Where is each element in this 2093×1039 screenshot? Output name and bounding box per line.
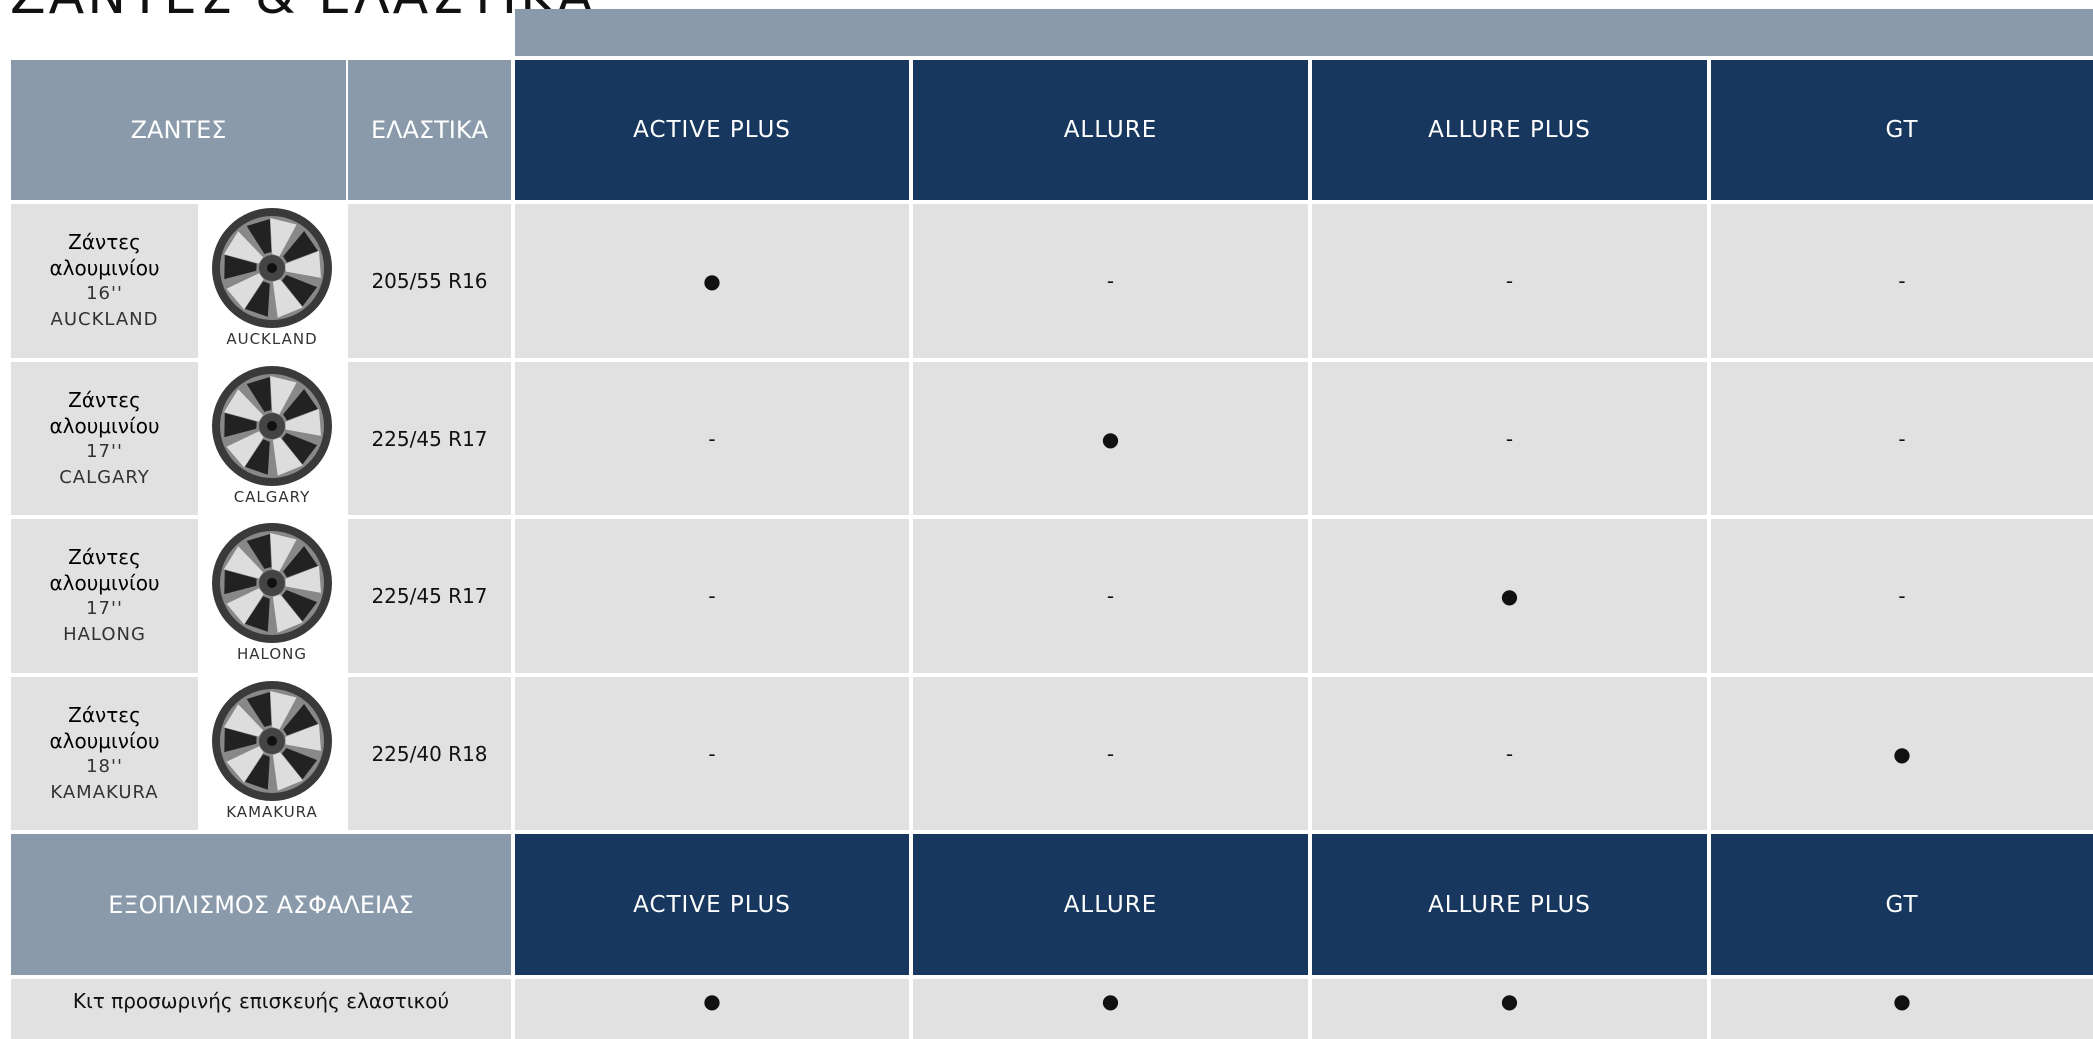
wheel-image-cell: HALONG <box>198 519 346 673</box>
column-header: ACTIVE PLUS <box>515 60 909 200</box>
availability-mark: - <box>515 362 909 515</box>
availability-mark: - <box>913 204 1308 358</box>
name-line: Ζάντες <box>68 702 141 728</box>
name-line: Ζάντες <box>68 544 141 570</box>
availability-mark: ● <box>1711 677 2093 830</box>
column-header: ACTIVE PLUS <box>515 834 909 975</box>
availability-mark: - <box>515 519 909 673</box>
name-line: CALGARY <box>59 465 150 491</box>
tire-size: 205/55 R16 <box>348 204 511 358</box>
availability-mark: - <box>515 677 909 830</box>
column-header: GT <box>1711 60 2093 200</box>
name-line: Ζάντες <box>68 229 141 255</box>
column-header: ALLURE PLUS <box>1312 60 1707 200</box>
page: ΖΑΝΤΕΣ & ΕΛΑΣΤΙΚΑ (() => { const data = … <box>0 0 2093 1023</box>
availability-mark: - <box>1711 204 2093 358</box>
tire-size: 225/45 R17 <box>348 362 511 515</box>
tire-size: 225/45 R17 <box>348 519 511 673</box>
name-line: AUCKLAND <box>51 307 159 333</box>
column-header: GT <box>1711 834 2093 975</box>
availability-mark: ● <box>1312 519 1707 673</box>
wheel-image <box>204 362 340 486</box>
availability-mark: ● <box>913 979 1308 1039</box>
wheel-image <box>204 204 340 328</box>
availability-mark: - <box>1312 362 1707 515</box>
equipment-name: Κιτ προσωρινής επισκευής ελαστικού <box>11 979 511 1039</box>
availability-mark: - <box>913 677 1308 830</box>
availability-mark: ● <box>1711 979 2093 1039</box>
availability-mark: - <box>913 519 1308 673</box>
name-line: Ζάντες <box>68 387 141 413</box>
availability-mark: - <box>1312 677 1707 830</box>
wheel-image <box>204 519 340 643</box>
name-line: αλουμινίου <box>49 570 159 596</box>
wheel-image-cell: AUCKLAND <box>198 204 346 358</box>
image-label: HALONG <box>237 645 307 663</box>
image-label: AUCKLAND <box>226 330 317 348</box>
name-line: HALONG <box>63 622 146 648</box>
wheel-image-cell: KAMAKURA <box>198 677 346 830</box>
availability-mark: - <box>1711 362 2093 515</box>
availability-mark: ● <box>515 204 909 358</box>
availability-mark: ● <box>515 979 909 1039</box>
column-header: ALLURE <box>913 60 1308 200</box>
wheel-image <box>204 677 340 801</box>
image-label: CALGARY <box>234 488 311 506</box>
name-line: 18'' <box>86 754 123 780</box>
image-label: KAMAKURA <box>226 803 318 821</box>
availability-mark: - <box>1711 519 2093 673</box>
column-header: ALLURE <box>913 834 1308 975</box>
tire-size: 225/40 R18 <box>348 677 511 830</box>
wheel-image-cell: CALGARY <box>198 362 346 515</box>
availability-mark: ● <box>913 362 1308 515</box>
name-line: 16'' <box>86 281 123 307</box>
name-line: αλουμινίου <box>49 728 159 754</box>
page-title: ΖΑΝΤΕΣ & ΕΛΑΣΤΙΚΑ <box>10 0 596 26</box>
section-header: ΕΞΟΠΛΙΣΜΟΣ ΑΣΦΑΛΕΙΑΣ <box>11 834 511 975</box>
column-header: ALLURE PLUS <box>1312 834 1707 975</box>
name-line: αλουμινίου <box>49 255 159 281</box>
name-line: KAMAKURA <box>50 780 158 806</box>
column-header: ΖΑΝΤΕΣ <box>11 60 346 200</box>
name-line: αλουμινίου <box>49 413 159 439</box>
name-line: 17'' <box>86 596 123 622</box>
name-line: 17'' <box>86 439 123 465</box>
availability-mark: ● <box>1312 979 1707 1039</box>
column-header: ΕΛΑΣΤΙΚΑ <box>348 60 511 200</box>
top-band <box>515 9 2093 56</box>
availability-mark: - <box>1312 204 1707 358</box>
